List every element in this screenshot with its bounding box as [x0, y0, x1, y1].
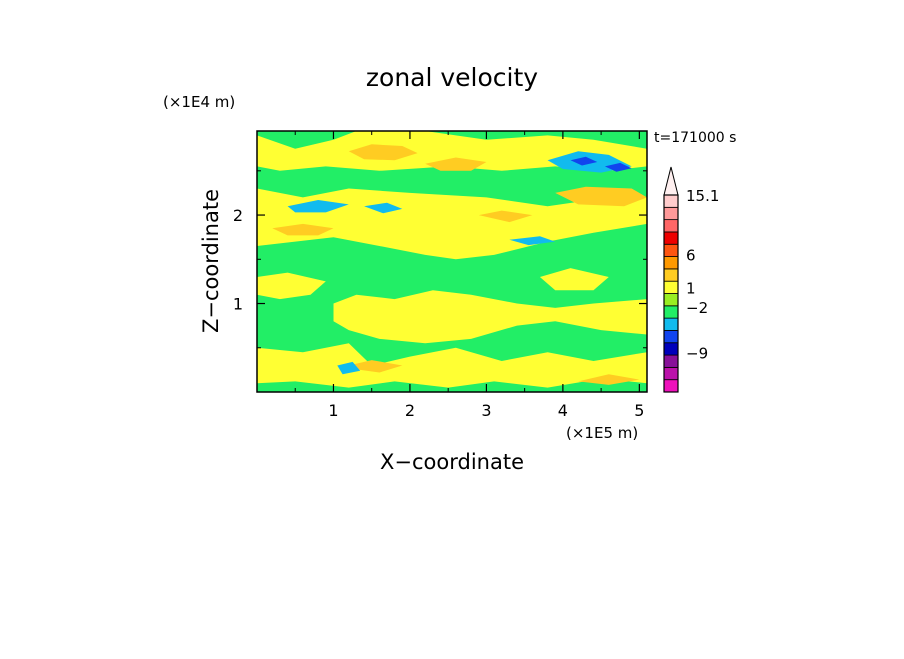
field-region-6: [348, 144, 418, 161]
colorbar-swatch-8: [663, 280, 679, 294]
time-label: t=171000 s: [654, 130, 736, 146]
colorbar-swatch-9: [663, 268, 679, 282]
field-region-14: [287, 200, 349, 213]
field-region-18: [570, 156, 598, 166]
field-region-8: [555, 186, 647, 207]
colorbar-swatch-5: [663, 317, 679, 331]
colorbar-label-3: −2: [686, 299, 708, 317]
colorbar-label-1: 6: [686, 247, 696, 265]
colorbar-swatch-15: [663, 194, 679, 208]
field-region-5: [539, 268, 609, 291]
field-region-10: [478, 210, 533, 223]
colorbar: 15.1 6 1 −2 −9: [663, 166, 719, 393]
x-tick-label-0: 1: [328, 401, 338, 420]
colorbar-swatch-12: [663, 231, 679, 245]
colorbar-swatch-10: [663, 256, 679, 270]
colorbar-swatch-0: [663, 379, 679, 393]
chart-title: zonal velocity: [366, 63, 538, 92]
y-axis: 12: [233, 170, 647, 349]
colorbar-extend-arrow: [663, 166, 679, 196]
plot-field: [257, 131, 647, 392]
colorbar-swatch-13: [663, 219, 679, 233]
field-region-4: [257, 272, 326, 300]
x-tick-label-4: 5: [634, 401, 644, 420]
colorbar-swatch-11: [663, 243, 679, 257]
y-axis-label: Z−coordinate: [199, 189, 223, 333]
colorbar-swatch-2: [663, 354, 679, 368]
colorbar-swatch-7: [663, 293, 679, 307]
field-region-12: [578, 374, 640, 385]
field-region-3: [257, 343, 647, 388]
colorbar-label-4: −9: [686, 345, 708, 363]
field-region-2: [333, 290, 647, 344]
field-region-15: [364, 202, 403, 214]
field-region-17: [337, 361, 361, 375]
colorbar-frame: [663, 194, 679, 393]
colorbar-swatch-14: [663, 206, 679, 221]
x-unit-label: (×1E5 m): [566, 424, 638, 442]
x-axis: 1 2 3 4 5: [294, 131, 644, 420]
y-tick-label-1: 2: [233, 206, 243, 225]
field-region-9: [272, 223, 334, 236]
colorbar-swatch-1: [663, 366, 679, 381]
field-region-7: [425, 157, 487, 171]
y-unit-label: (×1E4 m): [163, 93, 235, 111]
colorbar-swatch-3: [663, 342, 679, 356]
x-tick-label-2: 3: [481, 401, 491, 420]
colorbar-label-2: 1: [686, 279, 696, 297]
x-tick-label-3: 4: [558, 401, 568, 420]
field-region-16: [509, 236, 556, 246]
x-axis-label: X−coordinate: [380, 450, 524, 474]
colorbar-swatch-6: [663, 305, 679, 319]
colorbar-swatch-4: [663, 330, 679, 344]
colorbar-label-0: 15.1: [686, 187, 719, 205]
field-region-11: [341, 360, 403, 373]
plot-frame: [256, 130, 648, 393]
field-region-0: [257, 188, 647, 260]
y-tick-label-0: 1: [233, 295, 243, 314]
field-region-19: [604, 162, 632, 172]
x-tick-label-1: 2: [405, 401, 415, 420]
